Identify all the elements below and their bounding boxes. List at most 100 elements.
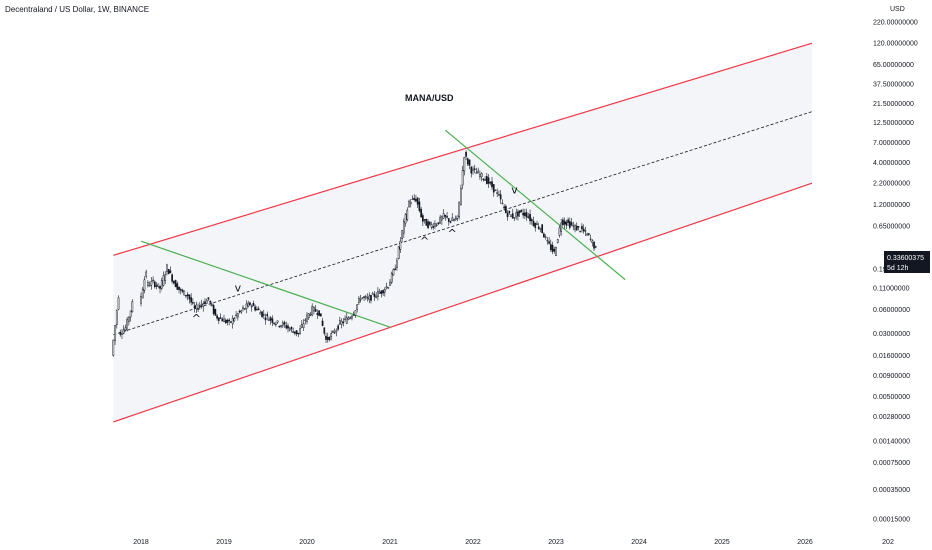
- candle: [233, 316, 236, 322]
- candle: [551, 241, 554, 255]
- candle: [160, 277, 163, 291]
- candle: [176, 281, 179, 291]
- candle: [487, 174, 490, 188]
- candle: [302, 319, 305, 332]
- candle: [358, 296, 360, 305]
- price-tick-label: 0.06000000: [873, 307, 910, 314]
- candle: [192, 298, 194, 305]
- up-marker: ^: [192, 312, 201, 325]
- candle: [266, 311, 269, 321]
- bar-countdown: 5d 12h: [887, 265, 909, 272]
- candle: [377, 287, 379, 301]
- candle: [579, 230, 582, 233]
- candle: [420, 206, 422, 218]
- candle: [461, 165, 464, 190]
- price-tick-label: 120.00000000: [873, 41, 918, 48]
- candle: [522, 208, 524, 219]
- channel-mid-line[interactable]: [113, 111, 813, 336]
- candle: [447, 218, 450, 226]
- candle: [349, 316, 352, 320]
- channel-fill: [113, 43, 812, 422]
- candle: [539, 227, 542, 233]
- candle: [544, 234, 547, 240]
- candle: [442, 209, 445, 219]
- time-tick-label: 2026: [797, 539, 813, 546]
- candle: [496, 188, 499, 198]
- candle: [171, 273, 173, 284]
- candle: [454, 215, 457, 221]
- candle: [173, 280, 175, 285]
- candle: [470, 165, 473, 178]
- candle: [190, 293, 192, 306]
- candle: [178, 286, 180, 294]
- candle: [485, 173, 488, 185]
- candle: [588, 233, 590, 236]
- candle: [280, 324, 282, 329]
- candle: [131, 299, 134, 313]
- candle: [373, 291, 376, 301]
- candle: [328, 336, 331, 342]
- candle: [148, 281, 151, 287]
- candle: [422, 213, 424, 227]
- candle: [480, 172, 483, 182]
- candle: [364, 294, 367, 300]
- candle: [591, 239, 594, 247]
- candle: [326, 332, 329, 343]
- candle: [430, 221, 433, 230]
- candle: [281, 320, 284, 329]
- candle: [117, 295, 120, 311]
- candle: [511, 208, 514, 219]
- candle: [506, 210, 509, 221]
- time-axis[interactable]: 2018 2019 2020 2021 2022 2023 2024 2025 2026 202: [133, 539, 894, 546]
- candle: [228, 318, 231, 326]
- candle: [415, 195, 417, 203]
- candle: [231, 315, 234, 329]
- channel-upper-line[interactable]: [113, 42, 813, 256]
- channel-lower-line[interactable]: [113, 182, 813, 423]
- candle: [380, 290, 383, 298]
- time-tick-label: 2022: [465, 539, 481, 546]
- candle: [155, 282, 158, 290]
- drawing-lines[interactable]: [113, 42, 813, 423]
- candle: [537, 222, 540, 230]
- candle: [152, 276, 154, 284]
- candle: [525, 208, 528, 221]
- candle: [264, 313, 267, 325]
- candle: [147, 279, 149, 288]
- candle: [568, 217, 571, 230]
- candle: [202, 301, 205, 312]
- price-tick-label: 37.50000000: [873, 81, 914, 88]
- candle: [112, 339, 115, 357]
- candle: [411, 195, 414, 200]
- candle: [209, 300, 212, 306]
- candle: [188, 294, 191, 304]
- candle: [549, 239, 552, 252]
- price-tick-label: 21.50000000: [873, 101, 914, 108]
- trendline-2-line[interactable]: [444, 129, 626, 281]
- time-tick-label: 202: [882, 539, 894, 546]
- trendline-1-line[interactable]: [140, 240, 391, 328]
- candle: [477, 167, 480, 174]
- candle: [503, 204, 505, 211]
- candle: [300, 320, 303, 329]
- candle: [546, 237, 549, 245]
- candle: [520, 209, 523, 213]
- candle: [212, 303, 215, 316]
- price-tick-label: 0.11000000: [873, 286, 910, 293]
- time-tick-label: 2025: [714, 539, 730, 546]
- candle: [361, 297, 364, 300]
- candle: [183, 290, 186, 296]
- time-tick-label: 2020: [299, 539, 315, 546]
- candle: [174, 279, 177, 288]
- candle: [466, 157, 469, 167]
- candle: [387, 286, 390, 289]
- candle: [207, 297, 210, 301]
- symbol-header: Decentraland / US Dollar, 1W, BINANCE: [5, 5, 150, 14]
- candle: [553, 246, 556, 254]
- candle: [589, 234, 592, 242]
- candle: [197, 303, 199, 312]
- candle: [458, 201, 461, 220]
- candle: [352, 311, 355, 316]
- candle: [333, 328, 336, 335]
